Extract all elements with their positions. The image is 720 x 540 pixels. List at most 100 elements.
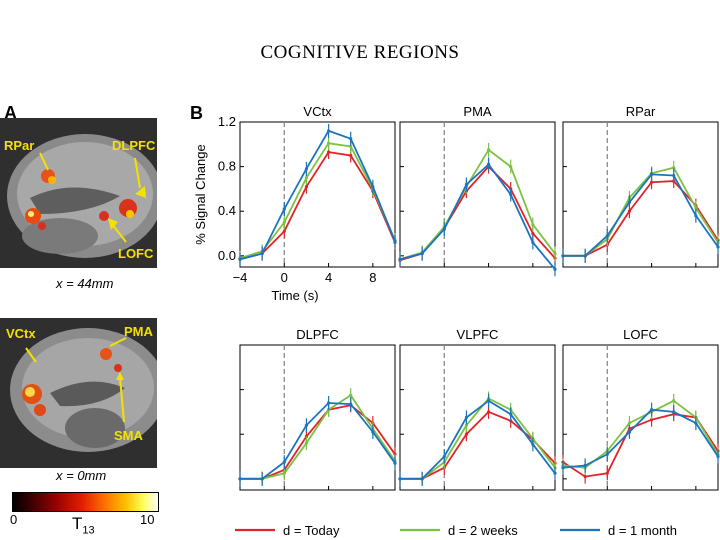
chart-title-vlpfc: VLPFC [457, 327, 499, 342]
data-point [349, 144, 353, 149]
series-today-vctx [239, 151, 396, 261]
label-sma: SMA [114, 428, 143, 443]
activation-vctx-core [25, 387, 35, 397]
data-point [553, 471, 557, 475]
y-tick-label: 1.2 [218, 114, 236, 129]
data-point [694, 214, 698, 218]
legend-label-one_month: d = 1 month [608, 523, 677, 538]
x-axis-label: Time (s) [271, 288, 318, 303]
data-point [605, 234, 609, 238]
data-point [420, 477, 424, 481]
data-point [442, 227, 446, 231]
data-point [531, 231, 535, 236]
data-point [649, 172, 654, 177]
data-point [649, 408, 654, 412]
chart-frame-lofc [562, 344, 719, 491]
data-point [238, 257, 242, 261]
data-point [486, 399, 491, 403]
data-point [672, 166, 676, 170]
data-point [464, 415, 469, 420]
brain-slice-top: RPar DLPFC LOFC [0, 118, 157, 268]
data-point [486, 162, 491, 166]
data-point [672, 399, 676, 403]
data-point [282, 207, 286, 211]
series-two_weeks-dlpfc [240, 393, 396, 480]
chart-title-rpar: RPar [626, 104, 656, 119]
data-point [282, 229, 286, 233]
data-point [304, 423, 309, 427]
data-point [442, 454, 446, 459]
series-one_month-lofc [562, 408, 719, 469]
data-point [509, 192, 513, 197]
data-point [304, 167, 309, 171]
x-tick-label: −4 [233, 270, 248, 285]
data-point [561, 466, 565, 470]
caption-top: x = 44mm [56, 276, 114, 291]
data-point [464, 423, 469, 427]
chart-frame-pma [399, 121, 556, 268]
data-point [393, 461, 397, 465]
data-point [349, 402, 353, 406]
y-tick-label: 0.4 [218, 203, 236, 218]
data-point [531, 223, 535, 227]
data-point [420, 252, 424, 256]
legend-label-two_weeks: d = 2 weeks [448, 523, 518, 538]
activation-sma [114, 364, 122, 372]
data-point [349, 393, 353, 397]
data-point [583, 463, 587, 468]
data-point [486, 148, 491, 152]
data-point [393, 239, 397, 243]
data-point [694, 421, 698, 425]
activation-temporal-core [28, 211, 34, 217]
label-lofc: LOFC [118, 246, 154, 261]
arrowhead-lofc [108, 218, 118, 230]
arrow-vctx [25, 347, 37, 363]
chart-frame-vlpfc [399, 344, 556, 491]
activation-lofc [99, 211, 109, 221]
series-two_weeks-lofc [562, 399, 719, 469]
activation-pma [100, 348, 112, 360]
data-point [371, 185, 375, 189]
data-point [583, 254, 587, 258]
series-two_weeks-vctx [239, 142, 396, 259]
data-point [627, 209, 632, 213]
series-today-pma [399, 165, 556, 262]
series-two_weeks-rpar [563, 166, 719, 257]
arrowhead-dlpfc [135, 186, 146, 198]
data-point [531, 442, 535, 446]
series-today-dlpfc [240, 404, 396, 480]
y-tick-label: 0.0 [218, 248, 236, 263]
data-point [282, 471, 286, 475]
x-tick-label: 0 [281, 270, 288, 285]
activation-vctx-low [34, 404, 46, 416]
series-today-rpar [563, 180, 719, 257]
data-point [304, 176, 309, 180]
activation-dlpfc-core [126, 210, 134, 218]
series-one_month-rpar [563, 173, 719, 257]
data-point [326, 401, 331, 405]
data-point [605, 471, 609, 475]
y-axis-label: % Signal Change [193, 144, 208, 244]
colorbar [12, 492, 159, 512]
chart-title-pma: PMA [463, 104, 492, 119]
chart-title-lofc: LOFC [623, 327, 658, 342]
data-point [509, 412, 513, 416]
colorbar-variable: T13 [72, 514, 95, 537]
data-point [531, 240, 535, 245]
chart-title-dlpfc: DLPFC [296, 327, 339, 342]
data-point [326, 141, 331, 145]
data-point [694, 206, 698, 210]
data-point [326, 129, 331, 133]
x-tick-label: 4 [325, 270, 332, 285]
data-point [464, 182, 469, 187]
data-point [716, 245, 720, 249]
white-matter [30, 187, 120, 214]
chart-frame-dlpfc [239, 344, 396, 491]
panel-b-letter: B [190, 103, 203, 123]
data-point [238, 477, 242, 481]
data-point [260, 477, 264, 481]
legend-label-today: d = Today [283, 523, 340, 538]
chart-title-vctx: VCtx [303, 104, 332, 119]
data-point [282, 220, 286, 224]
